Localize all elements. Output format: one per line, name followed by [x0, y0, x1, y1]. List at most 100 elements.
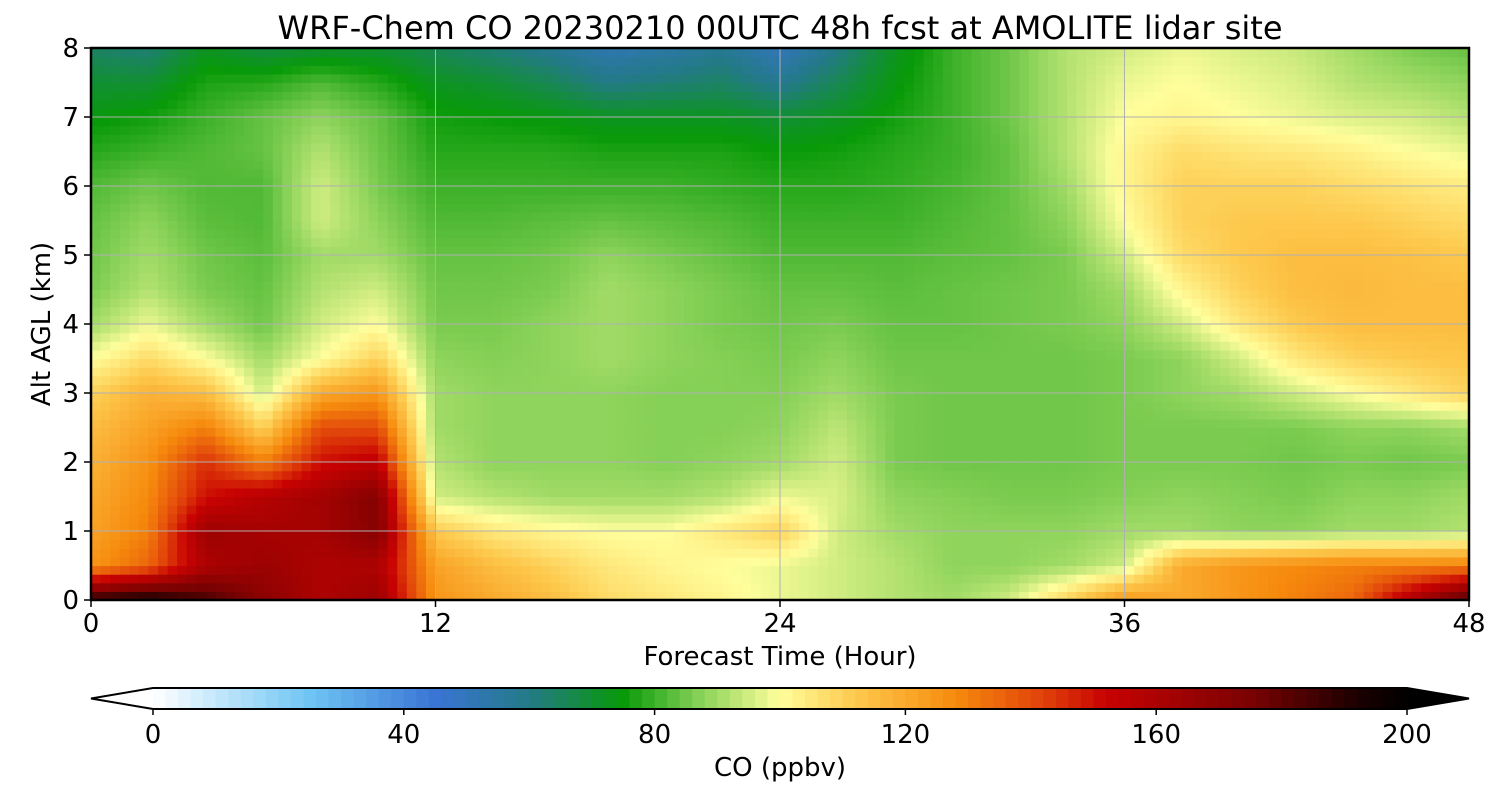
heatmap-cell	[358, 436, 370, 446]
heatmap-cell	[626, 470, 638, 480]
heatmap-cell	[693, 556, 705, 567]
heatmap-cell	[1229, 531, 1240, 541]
heatmap-cell	[263, 306, 274, 316]
heatmap-cell	[1258, 410, 1269, 420]
heatmap-cell	[512, 367, 523, 377]
heatmap-cell	[980, 410, 992, 420]
heatmap-cell	[397, 548, 408, 558]
heatmap-cell	[1306, 505, 1317, 515]
heatmap-cell	[244, 531, 255, 541]
heatmap-cell	[435, 410, 446, 420]
heatmap-cell	[1134, 539, 1145, 549]
heatmap-cell	[913, 565, 925, 575]
heatmap-cell	[856, 513, 867, 523]
heatmap-cell	[1057, 367, 1068, 377]
heatmap-cell	[263, 367, 274, 377]
heatmap-cell	[866, 393, 877, 403]
heatmap-cell	[100, 591, 111, 601]
heatmap-cell	[684, 591, 695, 601]
heatmap-cell	[856, 453, 867, 463]
heatmap-cell	[808, 418, 819, 429]
heatmap-cell	[693, 470, 705, 480]
heatmap-cell	[148, 505, 159, 515]
heatmap-cell	[320, 548, 331, 558]
heatmap-cell	[665, 436, 676, 446]
heatmap-cell	[626, 505, 638, 515]
heatmap-cell	[1421, 531, 1432, 541]
heatmap-cell	[894, 487, 905, 498]
heatmap-cell	[1019, 556, 1030, 567]
heatmap-cell	[311, 427, 322, 437]
heatmap-cell	[1009, 556, 1020, 567]
heatmap-cell	[827, 453, 839, 463]
heatmap-cell	[760, 487, 772, 498]
heatmap-cell	[1028, 479, 1039, 489]
heatmap-cell	[942, 367, 953, 377]
heatmap-cell	[1162, 487, 1173, 498]
heatmap-cell	[751, 418, 762, 429]
heatmap-cell	[301, 513, 312, 523]
heatmap-cell	[358, 539, 370, 549]
heatmap-cell	[952, 453, 963, 463]
heatmap-cell	[253, 531, 264, 541]
heatmap-cell	[971, 384, 982, 394]
heatmap-cell	[1009, 436, 1020, 446]
heatmap-cell	[732, 349, 743, 360]
heatmap-cell	[751, 444, 762, 454]
heatmap-cell	[904, 582, 915, 592]
heatmap-cell	[1201, 341, 1212, 351]
heatmap-cell	[1086, 565, 1097, 575]
heatmap-cell	[789, 393, 800, 403]
heatmap-cell	[1067, 522, 1078, 532]
heatmap-cell	[1134, 462, 1145, 472]
heatmap-cell	[177, 324, 188, 334]
heatmap-cell	[406, 591, 417, 601]
heatmap-cell	[607, 444, 618, 454]
heatmap-cell	[167, 306, 178, 316]
heatmap-cell	[885, 349, 896, 360]
heatmap-cell	[1392, 522, 1403, 532]
heatmap-cell	[473, 565, 484, 575]
heatmap-cell	[387, 349, 398, 360]
heatmap-cell	[119, 505, 130, 515]
heatmap-cell	[138, 444, 150, 454]
heatmap-cell	[780, 444, 791, 454]
heatmap-cell	[1268, 349, 1279, 360]
heatmap-cell	[885, 375, 896, 385]
heatmap-cell	[1392, 427, 1403, 437]
heatmap-cell	[722, 513, 733, 523]
heatmap-cell	[741, 375, 752, 385]
heatmap-cell	[808, 306, 819, 316]
heatmap-cell	[674, 436, 685, 446]
heatmap-cell	[1095, 306, 1106, 316]
heatmap-cell	[330, 574, 341, 584]
heatmap-cell	[722, 332, 733, 342]
heatmap-cell	[626, 453, 638, 463]
heatmap-cell	[789, 444, 800, 454]
heatmap-cell	[875, 582, 886, 592]
heatmap-cell	[971, 556, 982, 567]
heatmap-cell	[1220, 315, 1231, 325]
heatmap-cell	[1296, 418, 1307, 429]
heatmap-cell	[913, 315, 925, 325]
heatmap-cell	[875, 591, 886, 601]
heatmap-cell	[205, 384, 216, 394]
heatmap-cell	[732, 418, 743, 429]
heatmap-cell	[1220, 539, 1231, 549]
heatmap-cell	[961, 393, 972, 403]
heatmap-cell	[1258, 384, 1269, 394]
heatmap-cell	[942, 522, 953, 532]
heatmap-cell	[550, 513, 561, 523]
heatmap-cell	[1421, 479, 1432, 489]
heatmap-cell	[1344, 306, 1355, 316]
heatmap-cell	[961, 462, 972, 472]
heatmap-cell	[952, 298, 963, 308]
heatmap-cell	[1440, 358, 1451, 368]
heatmap-cell	[550, 324, 561, 334]
heatmap-cell	[1124, 548, 1135, 558]
heatmap-cell	[598, 539, 609, 549]
heatmap-cell	[349, 505, 360, 515]
heatmap-cell	[961, 574, 972, 584]
heatmap-cell	[1009, 539, 1020, 549]
heatmap-cell	[1392, 444, 1403, 454]
